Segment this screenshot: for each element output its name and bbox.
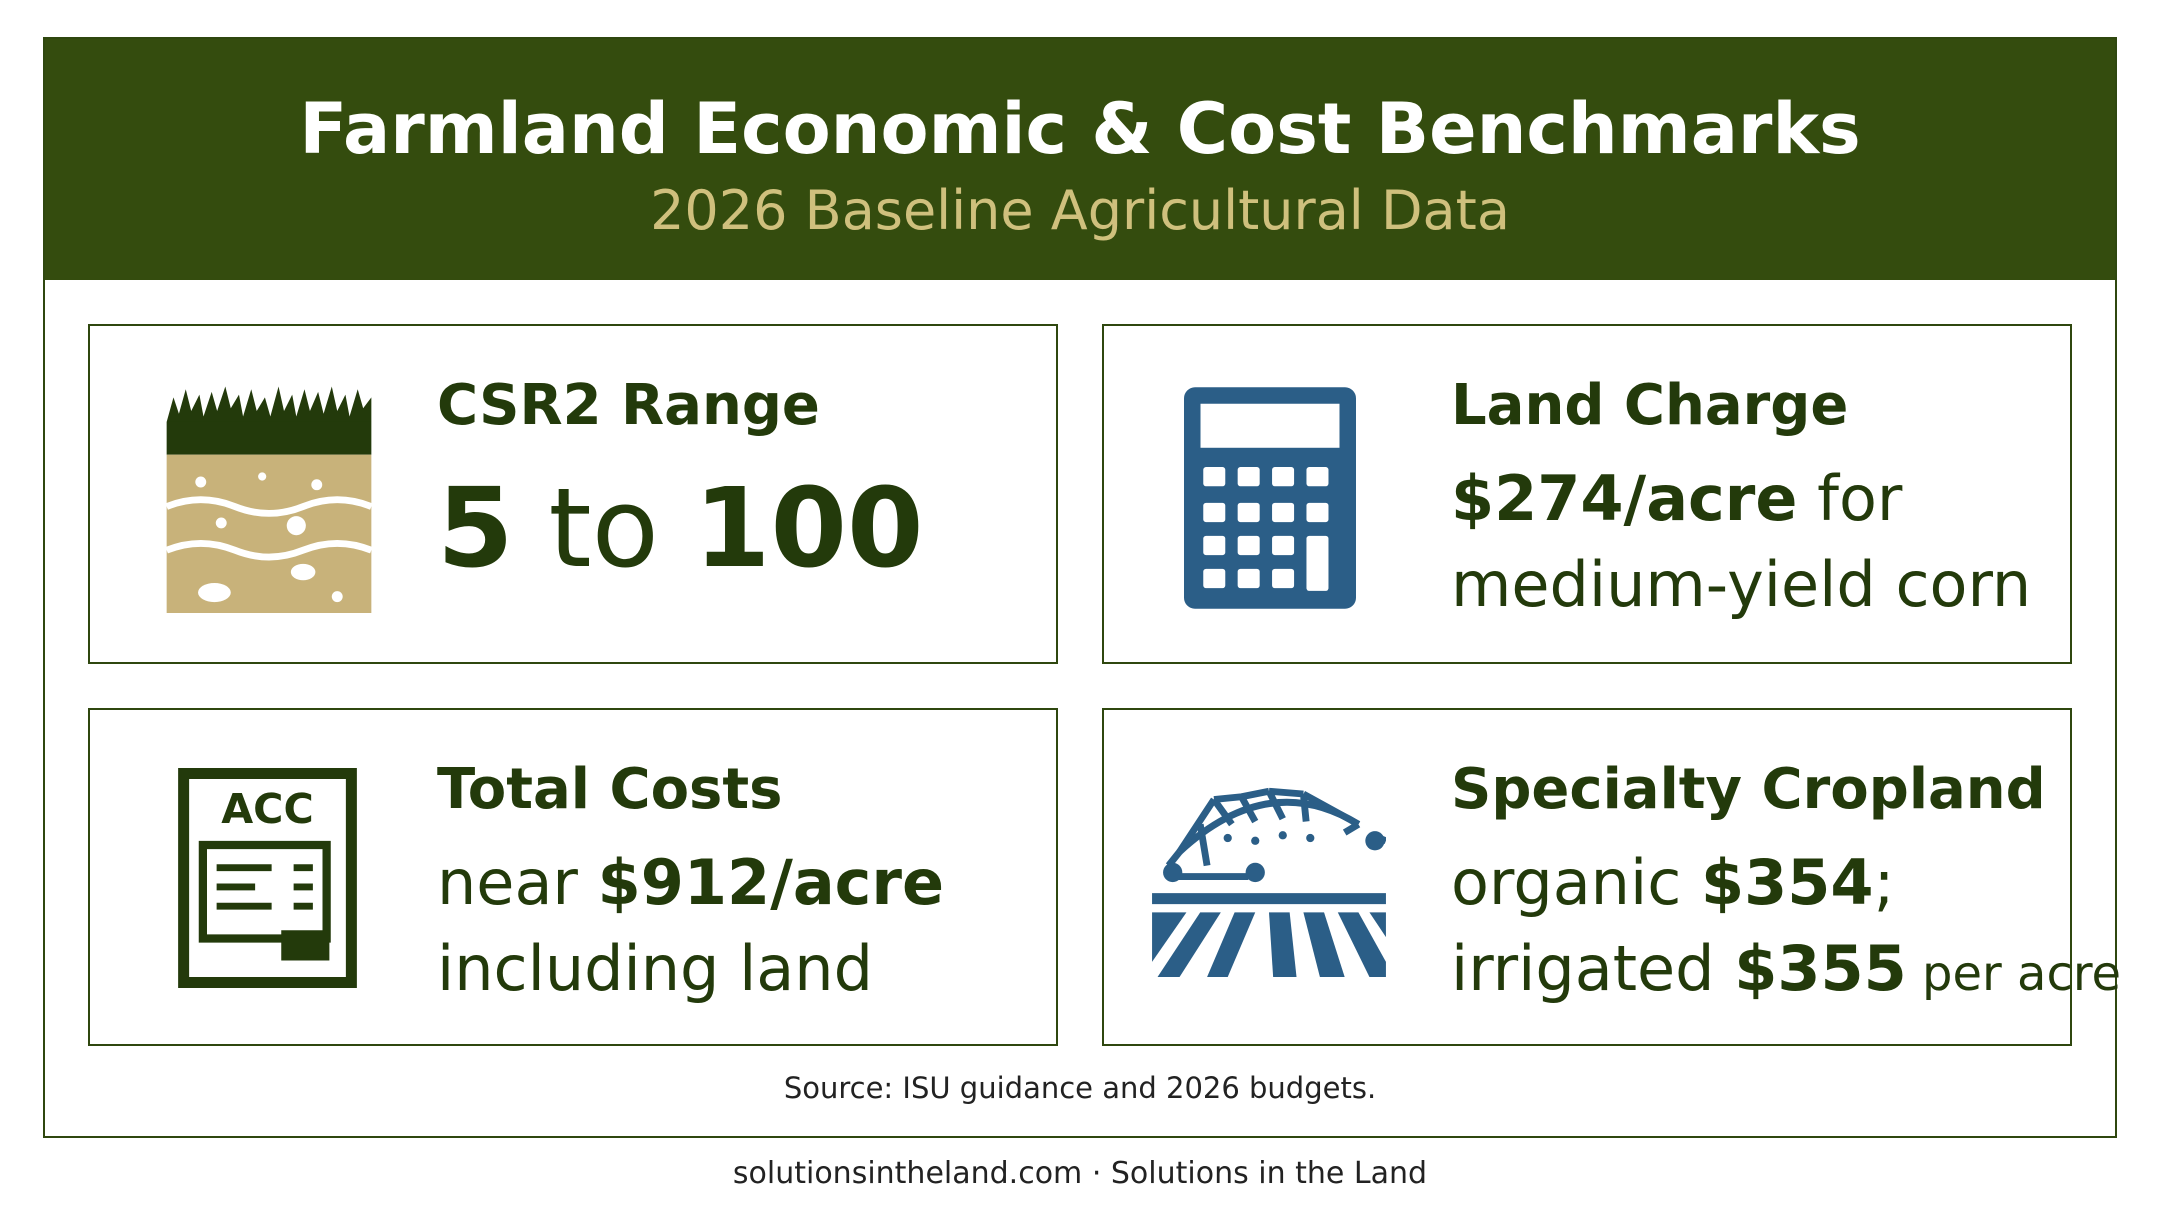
source-note: Source: ISU guidance and 2026 budgets. — [783, 1071, 1377, 1105]
soil-icon — [165, 386, 373, 613]
icon-text: ACC — [221, 785, 313, 833]
frame: Farmland Economic & Cost Benchmarks 2026… — [43, 37, 2117, 1138]
footer: solutionsintheland.com · Solutions in th… — [732, 1156, 1428, 1191]
text-run: including land — [437, 932, 873, 1005]
text-line: including land — [437, 926, 944, 1012]
subtitle: 2026 Baseline Agricultural Data — [650, 179, 1510, 242]
text-line: near $912/acre — [437, 840, 944, 926]
calculator-icon — [1184, 387, 1356, 609]
text-line: irrigated $355 per acre — [1451, 926, 2121, 1017]
text-run: medium-yield corn — [1451, 548, 2032, 621]
text-line: $274/acre for — [1451, 456, 2031, 542]
text-run: organic — [1451, 846, 1701, 919]
card-title: Land Charge — [1451, 373, 1849, 438]
card: CSR2 Range 5 to 100 — [88, 324, 1058, 664]
text-run: to — [513, 464, 694, 592]
text-run: $912/acre — [597, 846, 945, 919]
card-title: CSR2 Range — [437, 373, 820, 438]
card-body: $274/acre for medium-yield corn — [1451, 456, 2031, 628]
text-line: medium-yield corn — [1451, 542, 2031, 628]
text-line: 5 to 100 — [437, 458, 924, 598]
text-run: $354 — [1701, 846, 1874, 919]
text-run: per acre — [1906, 946, 2122, 1002]
text-run: near — [437, 846, 598, 919]
title: Farmland Economic & Cost Benchmarks — [299, 88, 1861, 170]
text-run: $355 — [1734, 932, 1907, 1005]
irrigation-icon — [1152, 787, 1386, 977]
text-run: for — [1797, 462, 1903, 535]
card: ACC Total Costs near $912/acre including … — [88, 708, 1058, 1046]
card: Land Charge $274/acre for medium-yield co… — [1102, 324, 2072, 664]
text-run: $274/acre — [1451, 462, 1798, 535]
card-body: 5 to 100 — [437, 458, 924, 598]
card-body: organic $354; irrigated $355 per acre — [1451, 840, 2121, 1017]
text-run: 100 — [693, 464, 924, 592]
text-line: organic $354; — [1451, 840, 2121, 926]
card-body: near $912/acre including land — [437, 840, 944, 1012]
card-title: Total Costs — [437, 757, 783, 822]
card-title: Specialty Cropland — [1451, 757, 2046, 822]
header: Farmland Economic & Cost Benchmarks 2026… — [45, 39, 2115, 280]
text-run: 5 — [437, 464, 514, 592]
text-run: ; — [1873, 846, 1895, 919]
card: Specialty Cropland organic $354; irrigate… — [1102, 708, 2121, 1046]
document-icon: ACC — [178, 768, 357, 988]
text-run: irrigated — [1451, 932, 1735, 1005]
